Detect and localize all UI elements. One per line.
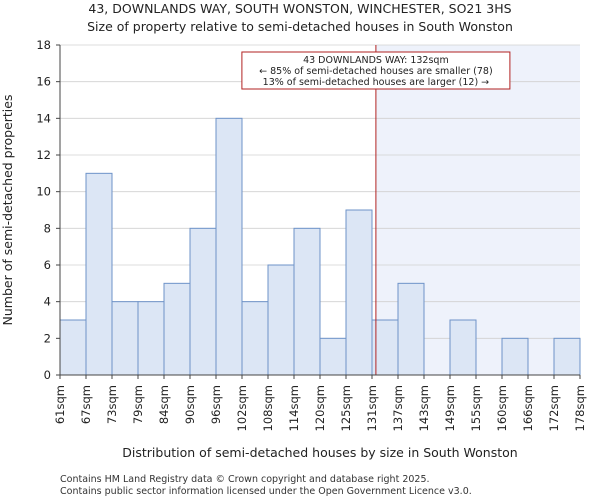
y-tick-label: 6 xyxy=(44,258,51,272)
x-tick-label: 90sqm xyxy=(183,385,197,424)
bar xyxy=(397,282,425,376)
x-tick-label: 114sqm xyxy=(287,385,301,431)
x-tick-label: 131sqm xyxy=(365,385,379,431)
x-tick-label: 125sqm xyxy=(339,385,353,431)
y-tick-label: 16 xyxy=(36,75,51,89)
y-axis-label: Number of semi-detached properties xyxy=(0,95,15,326)
x-tick-label: 67sqm xyxy=(79,385,93,424)
chart-subtitle: Size of property relative to semi-detach… xyxy=(87,19,513,34)
y-tick-label: 10 xyxy=(36,185,51,199)
bar xyxy=(241,301,269,376)
x-tick-label: 155sqm xyxy=(469,385,483,431)
x-tick-label: 73sqm xyxy=(105,385,119,424)
bar xyxy=(553,337,581,376)
y-tick-label: 0 xyxy=(44,368,51,382)
bar xyxy=(215,117,243,376)
x-axis-label: Distribution of semi-detached houses by … xyxy=(122,445,517,460)
x-tick-label: 96sqm xyxy=(209,385,223,424)
y-tick-label: 12 xyxy=(36,148,51,162)
x-tick-label: 108sqm xyxy=(261,385,275,431)
x-tick-label: 137sqm xyxy=(391,385,405,431)
bar xyxy=(189,227,217,376)
x-tick-label: 143sqm xyxy=(417,385,431,431)
bar xyxy=(137,301,165,376)
bar xyxy=(111,301,139,376)
bar xyxy=(449,319,477,376)
x-tick-label: 160sqm xyxy=(495,385,509,431)
x-tick-label: 61sqm xyxy=(53,385,67,424)
bar xyxy=(59,319,87,376)
chart-title: 43, DOWNLANDS WAY, SOUTH WONSTON, WINCHE… xyxy=(88,1,511,16)
footer-line-2: Contains public sector information licen… xyxy=(60,486,472,497)
bar xyxy=(345,209,373,376)
footer-line-1: Contains HM Land Registry data © Crown c… xyxy=(60,474,430,485)
bar xyxy=(501,337,529,376)
annotation-frame xyxy=(241,51,511,90)
annotation-box: 43 DOWNLANDS WAY: 132sqm ← 85% of semi-d… xyxy=(241,51,511,90)
y-tick-label: 18 xyxy=(36,38,51,52)
x-tick-label: 178sqm xyxy=(573,385,587,431)
y-tick-label: 8 xyxy=(44,221,51,235)
bar xyxy=(267,264,295,376)
annotation-line-1: 43 DOWNLANDS WAY: 132sqm xyxy=(303,55,449,66)
x-tick-label: 120sqm xyxy=(313,385,327,431)
x-tick-label: 172sqm xyxy=(547,385,561,431)
x-ticks: 61sqm 67sqm 73sqm 79sqm 84sqm 90sqm 96sqm 102sq… xyxy=(53,375,587,431)
y-tick-label: 14 xyxy=(36,111,51,125)
y-ticks: 0 2 4 6 8 10 12 14 16 18 xyxy=(36,38,60,382)
x-tick-label: 102sqm xyxy=(235,385,249,431)
bar xyxy=(293,227,321,376)
y-tick-label: 4 xyxy=(44,295,51,309)
bar xyxy=(85,172,113,376)
x-tick-label: 166sqm xyxy=(521,385,535,431)
x-tick-label: 84sqm xyxy=(157,385,171,424)
x-tick-label: 79sqm xyxy=(131,385,145,424)
bar xyxy=(163,282,191,376)
annotation-line-2: ← 85% of semi-detached houses are smalle… xyxy=(259,66,493,77)
annotation-line-3: 13% of semi-detached houses are larger (… xyxy=(263,77,490,88)
bars xyxy=(59,117,581,376)
y-tick-label: 2 xyxy=(44,331,51,345)
x-tick-label: 149sqm xyxy=(443,385,457,431)
bar xyxy=(319,337,347,376)
